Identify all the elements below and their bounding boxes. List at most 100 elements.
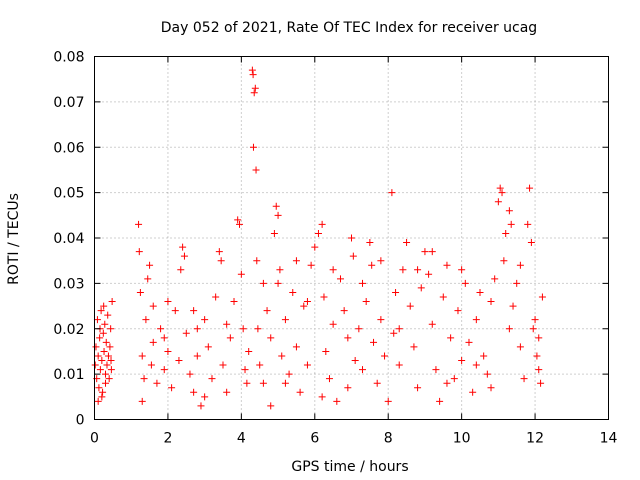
data-point xyxy=(190,388,198,396)
data-point xyxy=(289,288,297,296)
data-point xyxy=(480,352,488,360)
data-point xyxy=(318,393,326,401)
data-point xyxy=(368,261,376,269)
data-point xyxy=(149,338,157,346)
data-point xyxy=(496,184,504,192)
data-point xyxy=(142,316,150,324)
data-point xyxy=(320,293,328,301)
data-point xyxy=(373,379,381,387)
data-point xyxy=(443,261,451,269)
data-point xyxy=(355,325,363,333)
y-tick-label: 0.04 xyxy=(53,231,84,247)
data-point xyxy=(91,361,99,369)
data-point xyxy=(359,279,367,287)
data-point xyxy=(212,293,220,301)
y-tick-label: 0.06 xyxy=(53,140,84,156)
data-point xyxy=(267,402,275,410)
data-point xyxy=(322,347,330,355)
data-point xyxy=(219,361,227,369)
data-point xyxy=(390,329,398,337)
data-point xyxy=(458,357,466,365)
data-point xyxy=(100,302,108,310)
data-point xyxy=(513,279,521,287)
data-point xyxy=(524,220,532,228)
data-point xyxy=(263,307,271,315)
data-point xyxy=(281,379,289,387)
data-point xyxy=(509,302,517,310)
data-point xyxy=(436,397,444,405)
data-point xyxy=(333,397,341,405)
data-point xyxy=(223,388,231,396)
data-point xyxy=(104,311,112,319)
data-point xyxy=(243,379,251,387)
data-point xyxy=(99,388,107,396)
data-point xyxy=(193,352,201,360)
data-point xyxy=(107,357,115,365)
data-point xyxy=(253,257,261,265)
data-point xyxy=(414,384,422,392)
data-point xyxy=(267,334,275,342)
data-point xyxy=(186,370,194,378)
data-point xyxy=(236,220,244,228)
data-point xyxy=(494,198,502,206)
data-layer xyxy=(91,66,546,410)
data-point xyxy=(472,361,480,369)
data-point xyxy=(92,343,100,351)
data-point xyxy=(107,325,115,333)
data-point xyxy=(149,302,157,310)
data-point xyxy=(179,243,187,251)
data-point xyxy=(278,352,286,360)
data-point xyxy=(483,370,491,378)
data-point xyxy=(428,320,436,328)
data-point xyxy=(461,279,469,287)
x-tick-label: 4 xyxy=(237,431,246,447)
data-point xyxy=(491,275,499,283)
data-point xyxy=(507,220,515,228)
data-point xyxy=(281,316,289,324)
data-point xyxy=(160,334,168,342)
data-point xyxy=(538,293,546,301)
data-point xyxy=(274,211,282,219)
data-point xyxy=(292,257,300,265)
data-point xyxy=(403,239,411,247)
data-point xyxy=(414,266,422,274)
x-tick-label: 0 xyxy=(90,431,99,447)
data-point xyxy=(274,279,282,287)
data-point xyxy=(447,334,455,342)
data-point xyxy=(104,352,112,360)
data-point xyxy=(381,352,389,360)
x-tick-label: 14 xyxy=(600,431,618,447)
data-point xyxy=(103,361,111,369)
data-point xyxy=(395,325,403,333)
data-point xyxy=(101,320,109,328)
data-point xyxy=(96,334,104,342)
data-point xyxy=(175,357,183,365)
data-point xyxy=(259,379,267,387)
data-point xyxy=(351,357,359,365)
data-point xyxy=(500,257,508,265)
data-point xyxy=(94,352,102,360)
data-point xyxy=(487,298,495,306)
data-point xyxy=(201,393,209,401)
data-point xyxy=(303,361,311,369)
data-point xyxy=(520,375,528,383)
data-point xyxy=(193,325,201,333)
data-point xyxy=(498,189,506,197)
data-point xyxy=(340,307,348,315)
data-point xyxy=(285,370,293,378)
data-point xyxy=(535,366,543,374)
data-point xyxy=(377,316,385,324)
data-point xyxy=(336,275,344,283)
data-point xyxy=(105,375,113,383)
data-point xyxy=(458,266,466,274)
data-point xyxy=(208,375,216,383)
data-point xyxy=(362,298,370,306)
data-point xyxy=(100,347,108,355)
y-tick-label: 0.01 xyxy=(53,367,84,383)
data-point xyxy=(454,307,462,315)
data-point xyxy=(505,325,513,333)
x-tick-label: 2 xyxy=(163,431,172,447)
data-point xyxy=(516,343,524,351)
data-point xyxy=(136,288,144,296)
